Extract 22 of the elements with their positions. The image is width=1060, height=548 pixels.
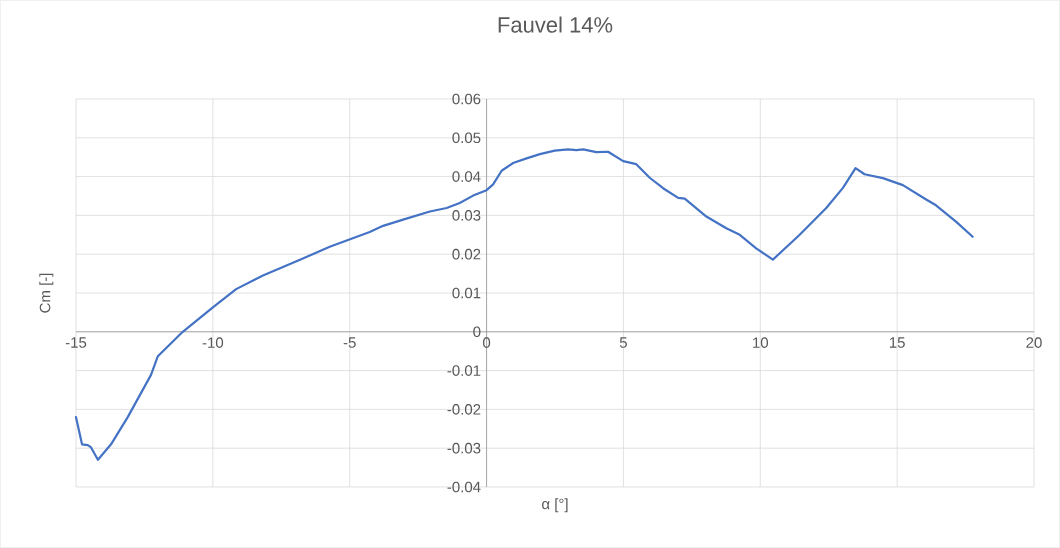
x-tick-label: 10: [753, 337, 769, 348]
x-tick-label: 15: [889, 337, 905, 348]
x-tick-label: -10: [202, 337, 224, 348]
y-tick-label: 0.06: [452, 93, 481, 105]
x-axis-title: α [°]: [542, 498, 568, 513]
y-tick-label: 0.05: [452, 132, 481, 144]
chart-title: Fauvel 14%: [498, 16, 613, 33]
y-tick-label: 0.01: [452, 287, 481, 299]
y-tick-label: -0.02: [447, 404, 481, 415]
y-axis-title: Cm [-]: [39, 273, 54, 313]
x-tick-label: -15: [65, 337, 87, 348]
x-tick-label: 20: [1026, 337, 1042, 348]
y-tick-label: -0.01: [447, 365, 481, 376]
x-tick-label: -5: [343, 337, 356, 348]
y-tick-label: -0.03: [447, 442, 481, 454]
y-tick-label: 0: [473, 326, 481, 338]
y-tick-label: 0.03: [452, 210, 481, 221]
y-tick-label: 0.04: [452, 171, 481, 182]
x-tick-label: 5: [619, 337, 627, 348]
y-tick-label: -0.04: [447, 481, 481, 493]
y-tick-label: 0.02: [452, 248, 481, 260]
x-tick-label: 0: [482, 337, 491, 348]
